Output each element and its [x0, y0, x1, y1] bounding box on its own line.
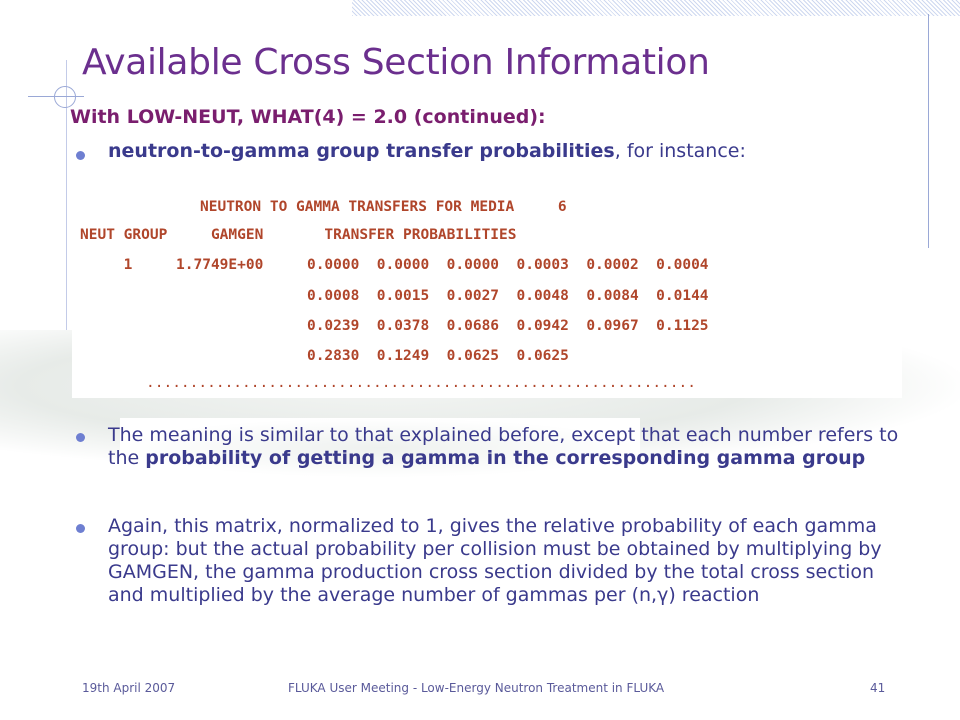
decor-background-swoosh-2 [120, 418, 640, 478]
code-header: NEUTRON TO GAMMA TRANSFERS FOR MEDIA 6 [200, 199, 567, 215]
decor-circle [54, 86, 76, 108]
header-hatch-band [352, 0, 960, 16]
gamma-symbol: γ [657, 584, 669, 606]
code-row: 0.2830 0.1249 0.0625 0.0625 [80, 348, 569, 364]
bullet1-rest: , for instance: [614, 140, 746, 162]
bullet1-bold: neutron-to-gamma group transfer probabil… [108, 140, 615, 162]
bullet-meaning: The meaning is similar to that explained… [108, 424, 908, 470]
slide-title: Available Cross Section Information [82, 42, 710, 83]
footer-page-number: 41 [870, 681, 886, 695]
decor-vertical-line [928, 14, 929, 248]
code-row: 0.0239 0.0378 0.0686 0.0942 0.0967 0.112… [80, 318, 709, 334]
slide-subtitle: With LOW-NEUT, WHAT(4) = 2.0 (continued)… [70, 106, 546, 128]
bullet-dot-icon [76, 151, 85, 160]
bullet2-bold: probability of getting a gamma in the co… [145, 447, 866, 469]
code-output-block: NEUTRON TO GAMMA TRANSFERS FOR MEDIA 6 N… [72, 188, 902, 398]
footer-title: FLUKA User Meeting - Low-Energy Neutron … [288, 681, 665, 695]
bullet3-text: Again, this matrix, normalized to 1, giv… [108, 515, 882, 606]
bullet-dot-icon [76, 433, 85, 442]
code-ellipsis: ........................................… [146, 375, 696, 391]
bullet-dot-icon [76, 524, 85, 533]
decor-left-line [66, 60, 67, 330]
bullet3-end: ) reaction [668, 584, 760, 606]
bullet-transfer-probabilities: neutron-to-gamma group transfer probabil… [108, 140, 928, 162]
bullet2-text: The meaning is similar to that explained… [108, 424, 899, 469]
footer-date: 19th April 2007 [82, 681, 176, 695]
code-row: 0.0008 0.0015 0.0027 0.0048 0.0084 0.014… [80, 288, 709, 304]
code-columns: NEUT GROUP GAMGEN TRANSFER PROBABILITIES [80, 227, 517, 243]
code-row: 1 1.7749E+00 0.0000 0.0000 0.0000 0.0003… [80, 257, 709, 273]
bullet-normalization: Again, this matrix, normalized to 1, giv… [108, 515, 908, 607]
